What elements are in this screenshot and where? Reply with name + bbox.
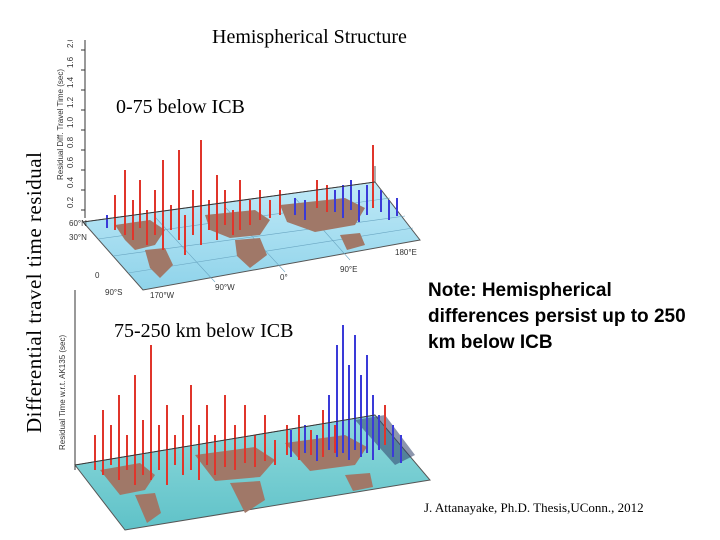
tick-label: 0.4 (66, 176, 75, 188)
panel-label-top: 0-75 below ICB (116, 96, 245, 118)
top-3d-map-plot: 0.2 0.4 0.6 0.8 1.0 1.2 1.4 1.6 2.0 Resi… (56, 40, 421, 300)
lat-label: 90°S (105, 288, 122, 297)
top-lat-labels: 0 30°N 60°N 90°S (69, 219, 122, 297)
tick-label: 0.6 (66, 156, 75, 168)
tick-label: 1.0 (66, 116, 75, 128)
bottom-axis-title: Residual Time w.r.t. AK135 (sec) (58, 335, 67, 450)
top-red-spikes (114, 140, 374, 255)
top-box (82, 166, 376, 223)
tick-label: 1.6 (66, 56, 75, 68)
lon-label: 90°E (340, 265, 357, 274)
top-blue-spikes (106, 180, 398, 228)
tick-label: 0.2 (66, 196, 75, 208)
lon-label: 90°W (215, 283, 235, 292)
top-axis-title: Residual Diff. Travel Time (sec) (56, 69, 65, 180)
bottom-red-spikes (94, 345, 386, 485)
lon-label: 0° (280, 273, 288, 282)
top-axis-ticks (81, 49, 85, 211)
lon-label: 180°E (395, 248, 417, 257)
lat-label: 30°N (69, 233, 87, 242)
page-title: Hemispherical Structure (212, 26, 407, 48)
top-lon-labels: 170°W 90°W 0° 90°E 180°E (150, 248, 417, 300)
lat-label: 0 (95, 271, 100, 280)
tick-label: 1.2 (66, 96, 75, 108)
bottom-3d-map-plot: Residual Time w.r.t. AK135 (sec) (58, 290, 431, 531)
tick-label: 1.4 (66, 76, 75, 88)
lon-label: 170°W (150, 291, 175, 300)
note-text: Note: Hemispherical differences persist … (428, 280, 686, 353)
tick-label: 2.0 (66, 40, 75, 48)
panel-label-bottom: 75-250 km below ICB (114, 320, 294, 342)
credit-text: J. Attanayake, Ph.D. Thesis,UConn., 2012 (424, 500, 644, 515)
bottom-blue-spikes (290, 325, 402, 463)
lat-label: 60°N (69, 219, 87, 228)
y-axis-label: Differential travel time residual (22, 151, 46, 433)
bottom-box (74, 414, 376, 466)
tick-label: 0.8 (66, 136, 75, 148)
